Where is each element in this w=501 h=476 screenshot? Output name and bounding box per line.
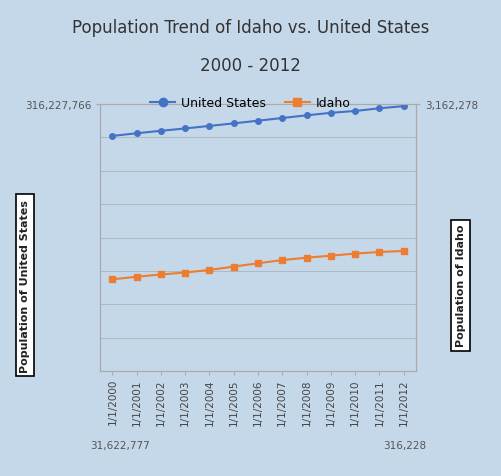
Text: 316,228: 316,228 [383,440,426,450]
Text: 31,622,777: 31,622,777 [90,440,150,450]
Legend: United States, Idaho: United States, Idaho [145,92,356,115]
Text: Population of Idaho: Population of Idaho [456,225,466,347]
Text: Population Trend of Idaho vs. United States: Population Trend of Idaho vs. United Sta… [72,19,429,37]
Text: 2000 - 2012: 2000 - 2012 [200,57,301,75]
Text: Population of United States: Population of United States [20,199,30,372]
